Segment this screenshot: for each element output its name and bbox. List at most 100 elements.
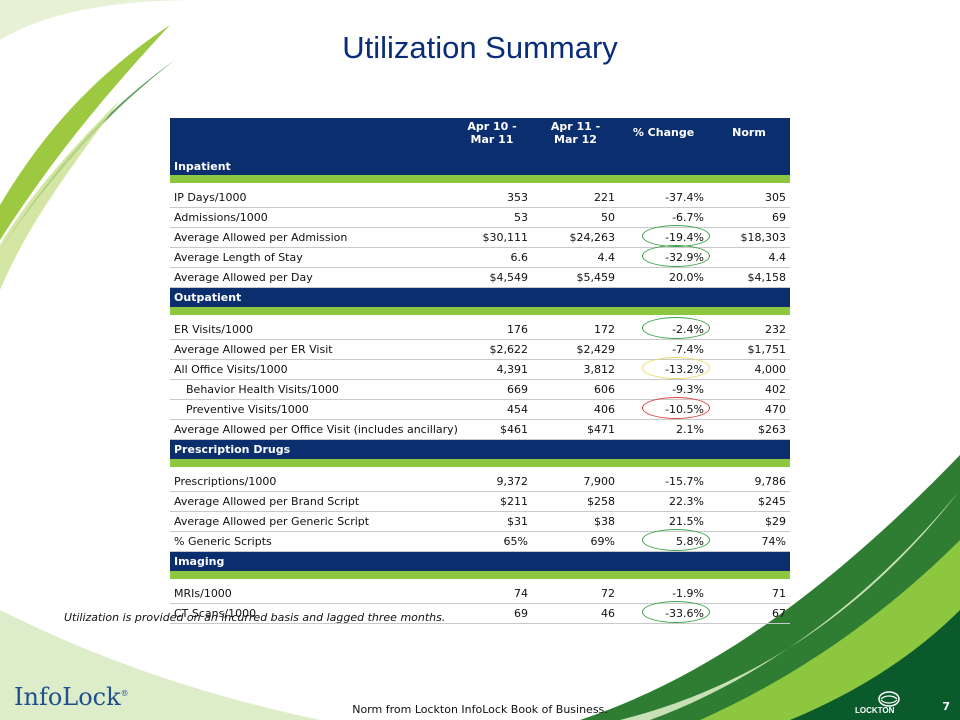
period-2-value: $471 — [532, 419, 619, 440]
metric-label: ER Visits/1000 — [170, 320, 452, 340]
pct-change-text: -7.4% — [672, 343, 704, 356]
highlight-ring — [642, 601, 710, 623]
metric-label: Behavior Health Visits/1000 — [170, 379, 452, 400]
pct-change-value: 22.3% — [619, 491, 708, 512]
norm-source-note: Norm from Lockton InfoLock Book of Busin… — [352, 703, 608, 716]
metric-label: Prescriptions/1000 — [170, 472, 452, 492]
pct-change-text: 2.1% — [676, 423, 704, 436]
norm-value: $245 — [708, 491, 790, 512]
pct-change-text: -1.9% — [672, 587, 704, 600]
norm-value: 4.4 — [708, 247, 790, 268]
table-row: CT Scans/1000 69 46 -33.6% 67 — [170, 601, 790, 624]
metric-label: Average Allowed per Day — [170, 267, 452, 288]
period-1-value: 53 — [452, 207, 532, 228]
pct-change-value: 5.8% — [619, 529, 710, 552]
norm-value: 4,000 — [708, 359, 790, 380]
metric-label: Average Allowed per Office Visit (includ… — [170, 419, 458, 440]
green-band-cell — [170, 175, 790, 183]
table-row: Average Allowed per Day $4,549 $5,459 20.0%… — [170, 267, 790, 288]
utilization-table: Inpatient Apr 10 - Mar 11 Apr 11 - Mar 12%… — [170, 118, 790, 624]
period-1-value: 353 — [452, 188, 532, 208]
green-band-cell — [170, 307, 790, 315]
section-header-row: Outpatient — [170, 287, 790, 307]
period-2-value: 50 — [532, 207, 619, 228]
table-row: ER Visits/1000 176 172 -2.4% 232 — [170, 317, 790, 340]
metric-label: Preventive Visits/1000 — [170, 399, 452, 420]
table-row: Average Allowed per Generic Script $31 $38… — [170, 511, 790, 532]
pct-change-value: 21.5% — [619, 511, 708, 532]
period-1-header: Apr 10 - Mar 11 — [452, 118, 532, 175]
period-2-value: 606 — [532, 379, 619, 400]
period-2-value: $5,459 — [532, 267, 619, 288]
page-title: Utilization Summary — [342, 30, 618, 65]
pct-change-header-text: % Change — [632, 126, 695, 139]
period-1-value: 9,372 — [452, 472, 532, 492]
norm-value: 71 — [708, 584, 790, 604]
section-title: Inpatient — [170, 118, 452, 175]
highlight-ring — [642, 357, 710, 379]
utilization-table-grid: Inpatient Apr 10 - Mar 11 Apr 11 - Mar 12%… — [170, 118, 790, 624]
norm-header: Norm — [708, 118, 790, 175]
period-2-value: $38 — [532, 511, 619, 532]
pct-change-value: -7.4% — [619, 339, 708, 360]
pct-change-header: % Change — [619, 118, 708, 175]
section-header-fill — [452, 439, 790, 459]
section-title: Prescription Drugs — [170, 439, 452, 459]
period-1-value: 454 — [452, 399, 532, 420]
period-2-value: 221 — [532, 188, 619, 208]
infolock-logo: InfoLock® — [14, 683, 129, 711]
metric-label: % Generic Scripts — [170, 531, 452, 552]
norm-value: 470 — [708, 399, 790, 420]
infolock-logo-text: InfoLock — [14, 683, 121, 711]
metric-label: Average Allowed per Generic Script — [170, 511, 452, 532]
norm-value: 402 — [708, 379, 790, 400]
metric-label: Average Allowed per ER Visit — [170, 339, 452, 360]
green-band — [170, 175, 790, 183]
period-2-value: $2,429 — [532, 339, 619, 360]
period-1-value: $30,111 — [452, 227, 532, 248]
table-row: Average Allowed per Office Visit (includ… — [170, 419, 790, 440]
period-2-header-text: Apr 11 - Mar 12 — [550, 120, 601, 146]
metric-label: Average Length of Stay — [170, 247, 452, 268]
highlight-ring — [642, 245, 710, 267]
pct-change-value: 20.0% — [619, 267, 708, 288]
period-2-value: $258 — [532, 491, 619, 512]
norm-value: $1,751 — [708, 339, 790, 360]
period-1-value: $211 — [452, 491, 532, 512]
highlight-ring — [642, 529, 710, 551]
period-1-value: 69 — [452, 603, 532, 624]
metric-label: Average Allowed per Brand Script — [170, 491, 452, 512]
pct-change-value: -32.9% — [619, 245, 710, 268]
table-row: Average Allowed per ER Visit $2,622 $2,429… — [170, 339, 790, 360]
period-1-header-text: Apr 10 - Mar 11 — [467, 120, 517, 146]
section-title: Imaging — [170, 551, 452, 571]
metric-label: Admissions/1000 — [170, 207, 452, 228]
green-band — [170, 307, 790, 315]
norm-value: 69 — [708, 207, 790, 228]
section-header-row: Imaging — [170, 551, 790, 571]
green-band-cell — [170, 571, 790, 579]
lockton-logo-text: LOCKTON — [855, 706, 895, 715]
norm-value: $263 — [708, 419, 790, 440]
period-2-value: 172 — [532, 320, 619, 340]
norm-value: 74% — [708, 531, 790, 552]
table-row: Average Allowed per Admission $30,111 $24,… — [170, 225, 790, 248]
period-1-value: 65% — [452, 531, 532, 552]
section-title: Outpatient — [170, 287, 452, 307]
pct-change-text: 21.5% — [669, 515, 704, 528]
norm-value: $4,158 — [708, 267, 790, 288]
period-1-value: 176 — [452, 320, 532, 340]
pct-change-value: -19.4% — [619, 225, 710, 248]
period-1-value: 669 — [452, 379, 532, 400]
norm-value: $29 — [708, 511, 790, 532]
highlight-ring — [642, 225, 710, 247]
section-header-row: Prescription Drugs — [170, 439, 790, 459]
metric-label: CT Scans/1000 — [170, 603, 452, 624]
table-row: % Generic Scripts 65% 69% 5.8% 74% — [170, 529, 790, 552]
pct-change-value: -2.4% — [619, 317, 710, 340]
pct-change-value: -15.7% — [619, 472, 708, 492]
norm-value: 9,786 — [708, 472, 790, 492]
highlight-ring — [642, 397, 710, 419]
period-1-value: 74 — [452, 584, 532, 604]
